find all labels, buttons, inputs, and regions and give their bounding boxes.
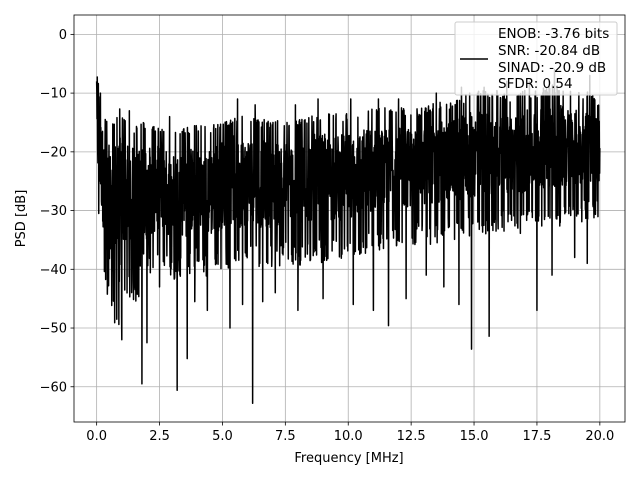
legend-box [454,21,618,96]
x-tick-label: 17.5 [522,429,551,444]
y-tick-label: −10 [40,87,67,102]
psd-series [95,68,601,404]
legend-entry-sinad: SINAD: -20.9 dB [498,60,606,76]
legend-entry-sfdr: SFDR: 0.54 [498,76,573,92]
y-tick-label: −30 [40,204,67,219]
y-tick-label: −40 [40,263,67,278]
x-tick-label: 12.5 [397,429,426,444]
x-tick-label: 10.0 [334,429,363,444]
x-tick-label: 20.0 [585,429,614,444]
x-tick-label: 5.0 [212,429,233,444]
axes-frame [73,14,626,423]
legend-entry-snr: SNR: -20.84 dB [498,43,600,59]
legend: ENOB: -3.76 bits SNR: -20.84 dB SINAD: -… [454,21,618,96]
y-tick-label: −60 [40,380,67,395]
x-tick-label: 15.0 [460,429,489,444]
legend-entry-enob: ENOB: -3.76 bits [498,26,609,42]
x-tick-label: 2.5 [149,429,170,444]
x-tick-label: 7.5 [275,429,296,444]
y-axis-label: PSD [dB] [14,190,29,248]
psd-line [95,68,601,404]
y-tick-label: −20 [40,145,67,160]
axis-ticks: 0.0 2.5 5.0 7.5 10.0 12.5 15.0 17.5 20.0 0 −10 −20 −… [40,28,615,444]
x-tick-label: 0.0 [86,429,107,444]
y-tick-label: 0 [59,28,67,43]
y-tick-label: −50 [40,322,67,337]
x-axis-label: Frequency [MHz] [294,451,403,466]
